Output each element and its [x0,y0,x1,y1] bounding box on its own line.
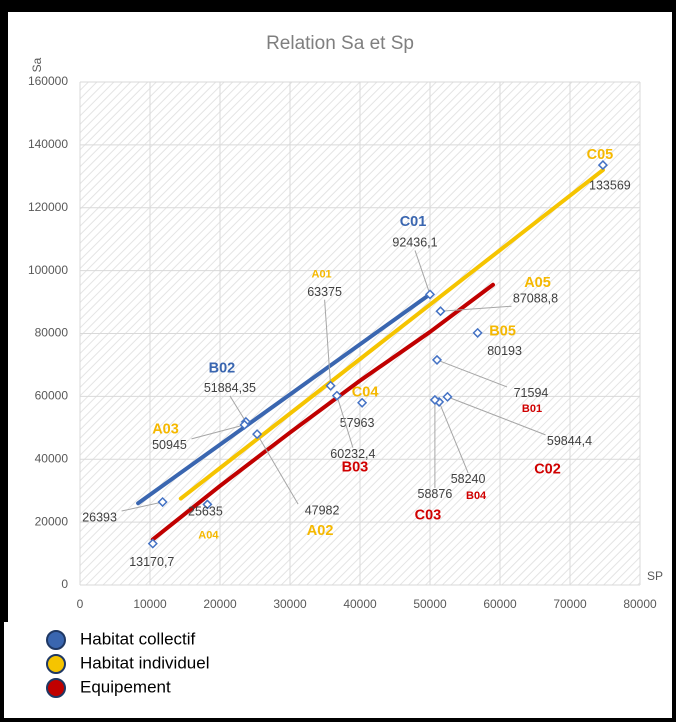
marker [435,306,446,317]
data-label: 133569 [589,178,631,192]
point-code: B01 [522,403,542,415]
legend-label: Equipement [80,677,171,696]
point-code: C02 [534,462,561,478]
data-label: 71594 [514,386,549,400]
chart-title: Relation Sa et Sp [266,33,414,54]
data-label: 50945 [152,438,187,452]
point-code: B02 [209,361,236,377]
leader-line [324,299,332,386]
legend-marker [46,678,66,698]
point-code: C01 [400,214,427,230]
trend-line [136,292,432,506]
point-code: B03 [342,459,369,475]
x-tick-label: 0 [77,597,84,611]
marker [325,380,336,391]
marker [357,397,368,408]
data-label: 87088,8 [513,292,558,306]
y-tick-label: 120000 [28,200,68,214]
data-label: 26393 [82,510,117,524]
trend-line [178,168,605,501]
y-tick-label: 140000 [28,137,68,151]
y-tick-label: 160000 [28,74,68,88]
y-tick-label: 80000 [35,326,69,340]
x-axis-label: SP [647,569,663,583]
legend-label: Habitat individuel [80,653,209,672]
y-tick-label: 60000 [35,389,69,403]
marker [147,538,158,549]
leader-line [438,401,469,474]
data-label: 25635 [188,505,223,519]
x-tick-label: 70000 [553,597,587,611]
data-label: 92436,1 [392,236,437,250]
x-tick-label: 50000 [413,597,447,611]
x-tick-label: 40000 [343,597,377,611]
leader-line [440,305,512,312]
x-tick-label: 10000 [133,597,167,611]
leader-line [229,395,247,423]
marker [252,429,263,440]
point-code: C05 [587,147,614,163]
point-code: C03 [415,508,442,524]
marker [202,499,213,510]
y-tick-label: 100000 [28,263,68,277]
legend-area [4,622,672,718]
y-tick-label: 20000 [35,514,69,528]
data-label: 60232,4 [330,447,375,461]
data-label: 63375 [307,285,342,299]
data-label: 47982 [305,503,340,517]
point-code: A03 [152,422,179,438]
leader-line [336,395,354,448]
y-axis-label: Sa [30,57,44,72]
data-label: 57963 [340,416,375,430]
leader-line [121,501,163,512]
point-code: B05 [489,324,516,340]
marker [472,327,483,338]
point-code: A02 [307,523,334,539]
data-label: 58240 [451,472,486,486]
data-label: 51884,35 [204,381,256,395]
leader-line [191,424,245,440]
point-code: B04 [466,490,487,502]
leader-line [447,396,546,436]
point-code: A04 [198,529,219,541]
data-label: 59844,4 [547,434,592,448]
x-tick-label: 60000 [483,597,517,611]
point-code: A01 [312,269,332,281]
x-tick-label: 30000 [273,597,307,611]
data-label: 58876 [418,487,453,501]
x-tick-label: 20000 [203,597,237,611]
leader-line [414,250,431,295]
marker [597,160,608,171]
marker [331,390,342,401]
marker [429,394,440,405]
marker [424,289,436,300]
legend-label: Habitat collectif [80,629,196,648]
marker [442,391,453,402]
y-tick-label: 0 [61,577,68,591]
y-tick-label: 40000 [35,451,69,465]
marker [431,354,443,365]
point-code: C04 [352,385,379,401]
data-label: 13170,7 [129,555,174,569]
leader-line [256,433,299,505]
marker [239,419,250,430]
point-code: A05 [524,275,551,291]
marker [157,496,168,508]
legend-marker [46,630,66,650]
leader-line [436,359,508,388]
legend-marker [46,654,66,674]
trend-line [150,282,495,542]
data-label: 80193 [487,344,522,358]
x-tick-label: 80000 [623,597,657,611]
